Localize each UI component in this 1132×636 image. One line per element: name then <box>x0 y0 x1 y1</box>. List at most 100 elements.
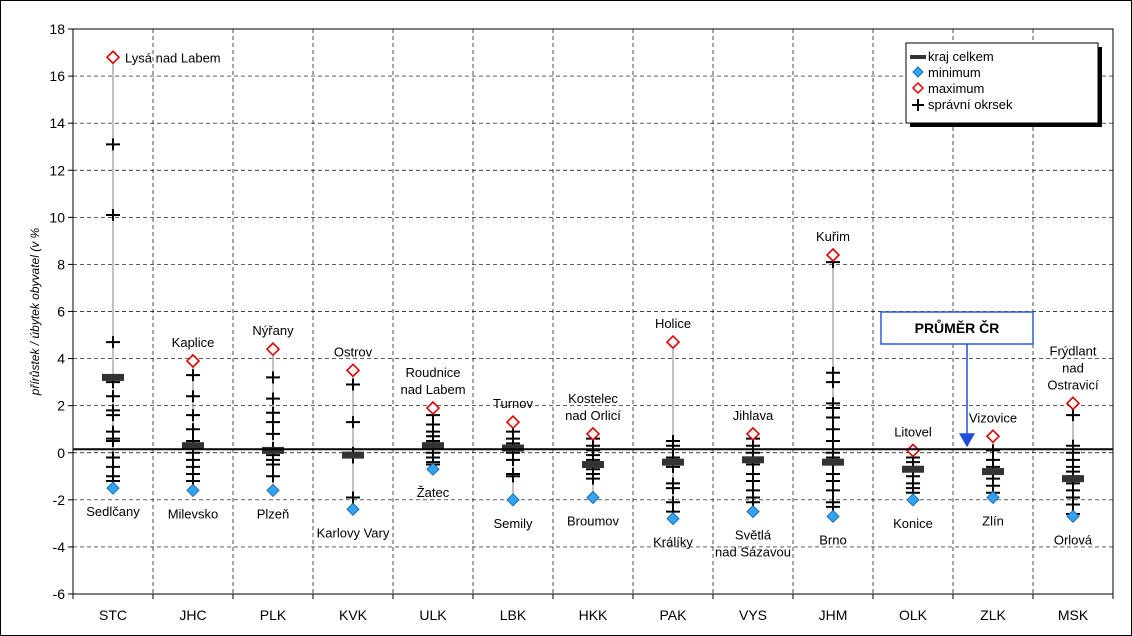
min-label: Králíky <box>653 535 693 550</box>
min-marker <box>186 483 200 498</box>
okrsek-marker <box>106 409 120 422</box>
max-marker <box>825 247 841 263</box>
y-tick-label: 4 <box>57 351 65 367</box>
okrsek-marker <box>826 376 840 389</box>
max-marker <box>505 415 521 430</box>
y-tick-label: 16 <box>49 68 65 84</box>
y-tick-label: 0 <box>57 445 65 461</box>
y-tick-label: 8 <box>57 256 65 272</box>
x-category-label: HKK <box>579 607 608 623</box>
okrsek-marker <box>346 491 360 504</box>
y-tick-label: 14 <box>49 115 65 131</box>
okrsek-marker <box>106 336 120 349</box>
legend-min-swatch <box>912 66 924 78</box>
max-marker <box>745 426 761 442</box>
average-label: PRŮMĚR ČR <box>915 318 1000 336</box>
okrsek-marker <box>266 458 280 471</box>
kraj-marker <box>822 458 844 466</box>
okrsek-marker <box>266 470 280 483</box>
max-marker <box>265 342 281 357</box>
min-marker <box>506 493 520 507</box>
max-label: nad <box>1062 360 1084 375</box>
okrsek-marker <box>106 208 120 221</box>
min-marker <box>586 490 600 505</box>
y-tick-label: -4 <box>53 539 66 555</box>
okrsek-marker <box>106 390 120 403</box>
kraj-marker <box>662 458 684 466</box>
kraj-marker <box>742 456 764 464</box>
kraj-marker <box>582 461 604 469</box>
x-category-label: VYS <box>739 607 767 623</box>
okrsek-marker <box>186 423 200 436</box>
region-kvk <box>342 363 364 516</box>
max-label: Roudnice <box>406 365 461 380</box>
max-marker <box>985 429 1001 444</box>
okrsek-marker <box>266 427 280 440</box>
y-tick-label: 12 <box>49 162 65 178</box>
min-label: Milevsko <box>168 506 219 521</box>
okrsek-marker <box>826 411 840 424</box>
okrsek-marker <box>106 138 120 151</box>
min-label: Žatec <box>417 485 450 500</box>
okrsek-marker <box>346 378 360 391</box>
min-label: Broumov <box>567 513 620 528</box>
max-marker <box>905 443 921 458</box>
min-marker <box>906 493 920 507</box>
legend-okrsek-label: správní okrsek <box>928 97 1013 112</box>
min-label: Plzeň <box>257 506 290 521</box>
min-label: Světlá <box>735 528 772 543</box>
max-label: Jihlava <box>733 408 774 423</box>
okrsek-marker <box>1066 409 1080 422</box>
max-marker <box>185 353 201 369</box>
min-marker <box>666 511 680 526</box>
min-marker <box>426 462 440 476</box>
y-axis-label: přírůstek / úbytek obyvatel (v % <box>28 227 42 396</box>
x-category-label: JHC <box>179 607 206 623</box>
min-marker <box>266 483 280 498</box>
max-label: Vizovice <box>969 410 1017 425</box>
okrsek-marker <box>506 453 520 466</box>
region-hkk <box>582 426 604 505</box>
min-label: Konice <box>893 516 933 531</box>
okrsek-marker <box>186 409 200 422</box>
max-label: nad Orlicí <box>565 408 621 423</box>
max-label: nad Labem <box>400 382 465 397</box>
kraj-marker <box>182 442 204 450</box>
max-label: Nýřany <box>252 323 294 338</box>
x-category-label: ZLK <box>980 607 1006 623</box>
kraj-marker <box>902 465 924 473</box>
region-jhc <box>182 353 204 498</box>
kraj-marker <box>262 446 284 454</box>
okrsek-marker <box>666 482 680 495</box>
min-label: Semily <box>493 516 533 531</box>
kraj-marker <box>1062 475 1084 483</box>
okrsek-marker <box>586 472 600 485</box>
okrsek-marker <box>826 423 840 436</box>
legend-okrsek-swatch <box>912 99 924 111</box>
legend-max-label: maximum <box>928 81 984 96</box>
region-pak <box>662 334 684 526</box>
x-category-label: KVK <box>339 607 368 623</box>
max-marker <box>585 426 601 442</box>
region-lbk <box>502 415 524 507</box>
okrsek-marker <box>506 470 520 483</box>
okrsek-marker <box>826 434 840 447</box>
x-category-label: ULK <box>419 607 447 623</box>
y-tick-label: 6 <box>57 304 65 320</box>
kraj-marker <box>342 451 364 459</box>
okrsek-marker <box>266 371 280 384</box>
label-layer: STC Lysá nad Labem Sedlčany JHC Kaplice Milev… <box>86 50 1099 623</box>
max-label: Ostravicí <box>1047 377 1099 392</box>
y-tick-label: -2 <box>53 492 66 508</box>
region-msk <box>1062 396 1084 524</box>
min-label: Orlová <box>1054 532 1093 547</box>
max-label: Kostelec <box>568 391 618 406</box>
series-layer <box>102 50 1084 526</box>
min-label: Zlín <box>982 513 1004 528</box>
region-vys <box>742 426 764 519</box>
x-category-label: JHM <box>819 607 848 623</box>
min-marker <box>986 490 1000 505</box>
kraj-marker <box>102 373 124 381</box>
